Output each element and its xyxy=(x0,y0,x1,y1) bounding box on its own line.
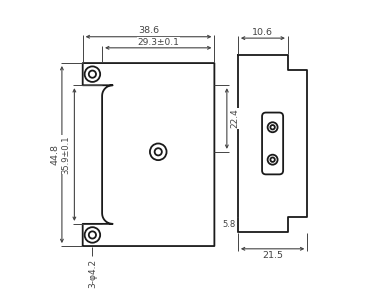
Circle shape xyxy=(85,227,100,243)
Circle shape xyxy=(85,66,100,82)
Polygon shape xyxy=(83,63,214,246)
Text: 22.4: 22.4 xyxy=(230,109,239,128)
Circle shape xyxy=(268,122,278,132)
Circle shape xyxy=(270,157,275,162)
Text: 44.8: 44.8 xyxy=(50,144,59,165)
Text: 38.6: 38.6 xyxy=(138,26,159,35)
Circle shape xyxy=(155,148,162,155)
Text: 3-φ4.2: 3-φ4.2 xyxy=(88,258,97,288)
Circle shape xyxy=(268,155,278,165)
Text: 5.8: 5.8 xyxy=(223,220,236,229)
Text: 10.6: 10.6 xyxy=(252,27,273,36)
Circle shape xyxy=(270,125,275,129)
Text: 35.9±0.1: 35.9±0.1 xyxy=(62,135,70,174)
Circle shape xyxy=(89,71,96,78)
FancyBboxPatch shape xyxy=(262,112,283,174)
Circle shape xyxy=(150,143,166,160)
Circle shape xyxy=(89,231,96,239)
Text: 29.3±0.1: 29.3±0.1 xyxy=(137,37,179,46)
Text: 21.5: 21.5 xyxy=(262,251,283,260)
Polygon shape xyxy=(238,55,307,232)
